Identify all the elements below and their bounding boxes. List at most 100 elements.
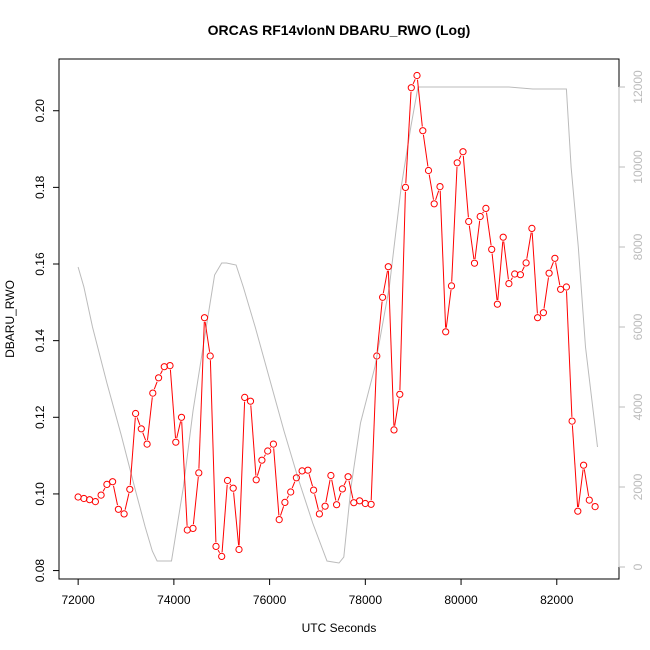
series-red-segment bbox=[192, 476, 199, 525]
series-red-point bbox=[206, 352, 214, 360]
series-red-segment bbox=[280, 506, 285, 516]
series-red-point bbox=[493, 300, 501, 308]
series-red-point bbox=[505, 280, 513, 288]
y2-tick-label: 6000 bbox=[631, 313, 645, 340]
series-red-point bbox=[447, 282, 456, 290]
series-red-segment bbox=[291, 481, 296, 489]
series-red-segment bbox=[417, 79, 423, 127]
series-red-segment bbox=[445, 289, 452, 328]
series-red-segment bbox=[314, 494, 319, 510]
series-red-point bbox=[109, 478, 117, 486]
series-red-point bbox=[528, 224, 536, 232]
series-red-segment bbox=[435, 190, 440, 201]
series-red-point bbox=[200, 314, 209, 322]
series-red-point bbox=[591, 503, 599, 511]
series-red-point bbox=[160, 363, 168, 371]
series-red-point bbox=[465, 217, 473, 226]
series-red-point bbox=[74, 493, 82, 501]
series-red-segment bbox=[422, 134, 429, 167]
series-red-point bbox=[132, 409, 140, 418]
series-red-segment bbox=[233, 492, 240, 546]
series-red-point bbox=[223, 476, 232, 485]
series-red-point bbox=[453, 159, 461, 167]
series-red-point bbox=[476, 212, 484, 221]
series-red-point bbox=[292, 474, 300, 482]
series-red-segment bbox=[428, 174, 434, 200]
series-red-point bbox=[327, 471, 335, 480]
series-red-segment bbox=[412, 79, 416, 85]
series-red-segment bbox=[204, 321, 211, 352]
y-tick-label: 0.14 bbox=[33, 329, 47, 353]
series-red-point bbox=[114, 505, 123, 513]
y2-tick-label: 8000 bbox=[631, 233, 645, 260]
x-tick-label: 74000 bbox=[157, 593, 191, 607]
series-red-segment bbox=[405, 91, 412, 184]
series-red-point bbox=[390, 426, 398, 434]
series-red-point bbox=[315, 510, 323, 518]
series-red-point bbox=[189, 524, 197, 533]
series-red-segment bbox=[387, 270, 395, 426]
series-red-point bbox=[430, 200, 438, 208]
series-red-point bbox=[172, 438, 180, 446]
series-red-point bbox=[321, 502, 329, 510]
series-red-point bbox=[246, 397, 255, 405]
series-red-segment bbox=[376, 301, 383, 352]
series-red-point bbox=[361, 499, 369, 508]
series-red-point bbox=[356, 497, 364, 505]
series-gray-line bbox=[77, 86, 598, 564]
series-red-segment bbox=[169, 369, 176, 439]
series-red-point bbox=[516, 271, 525, 279]
series-red-segment bbox=[458, 155, 462, 160]
series-red-segment bbox=[521, 266, 525, 272]
series-red-segment bbox=[337, 492, 342, 501]
series-red-point bbox=[522, 259, 530, 267]
series-red-point bbox=[580, 461, 588, 469]
x-axis-label: UTC Seconds bbox=[302, 621, 377, 635]
series-red-segment bbox=[153, 381, 158, 390]
chart-title: ORCAS RF14vlonN DBARU_RWO (Log) bbox=[208, 22, 471, 38]
series-red-point bbox=[413, 71, 421, 80]
series-red-point bbox=[379, 293, 387, 301]
series-red-segment bbox=[550, 262, 554, 270]
series-red-segment bbox=[325, 479, 331, 503]
series-red-segment bbox=[308, 474, 313, 487]
series-red-point bbox=[568, 417, 576, 425]
series-red-segment bbox=[238, 401, 246, 546]
series-red-point bbox=[304, 466, 312, 474]
series-red-point bbox=[91, 498, 100, 506]
series-red-point bbox=[551, 254, 559, 262]
series-red-segment bbox=[198, 321, 205, 469]
series-red-point bbox=[143, 440, 151, 448]
series-red-point bbox=[177, 413, 186, 421]
series-red-point bbox=[534, 314, 542, 322]
x-axis: 72000 74000 76000 78000 80000 82000 bbox=[61, 578, 574, 607]
y-tick-label: 0.08 bbox=[33, 559, 47, 583]
series-red-point bbox=[367, 500, 375, 508]
series-red-point bbox=[419, 127, 427, 135]
series-red-segment bbox=[510, 277, 513, 281]
series-red-segment bbox=[503, 241, 509, 280]
series-red-point bbox=[350, 499, 358, 507]
series-red-point bbox=[155, 374, 163, 382]
series-red-point bbox=[562, 283, 571, 291]
series-red-segment bbox=[474, 220, 481, 260]
y2-tick-label: 12000 bbox=[631, 70, 645, 104]
series-red-segment bbox=[160, 370, 163, 375]
series-red-point bbox=[275, 516, 283, 524]
x-tick-label: 80000 bbox=[444, 593, 478, 607]
y-tick-label: 0.10 bbox=[33, 482, 47, 506]
series-red-segment bbox=[129, 417, 136, 486]
series-red-segment bbox=[571, 425, 579, 508]
series-red-segment bbox=[577, 469, 584, 508]
series-red-point bbox=[459, 148, 467, 156]
series-red-segment bbox=[531, 232, 538, 314]
series-red-segment bbox=[482, 211, 484, 214]
series-red-point bbox=[86, 496, 94, 504]
series-red-point bbox=[269, 440, 277, 448]
series-red-segment bbox=[399, 191, 406, 391]
series-red-point bbox=[298, 467, 306, 475]
series-red-segment bbox=[286, 495, 290, 499]
y-axis-right: 0 2000 4000 6000 8000 10000 12000 bbox=[618, 70, 645, 570]
series-red-point bbox=[482, 204, 490, 212]
series-red-point bbox=[424, 166, 433, 175]
